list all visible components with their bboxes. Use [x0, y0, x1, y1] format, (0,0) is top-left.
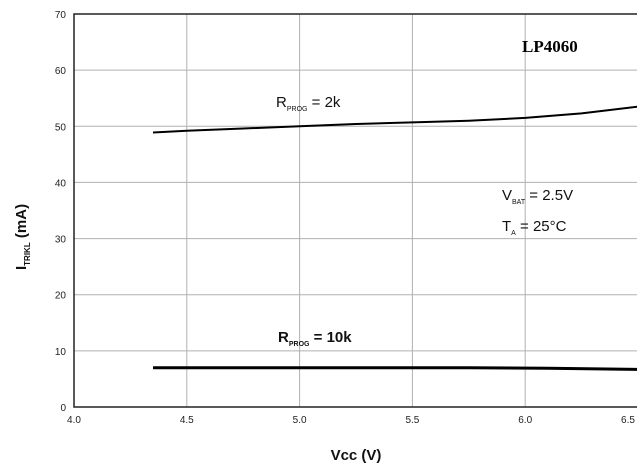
- condition-vbat: VBAT = 2.5V: [502, 187, 573, 206]
- y-tick-label: 40: [55, 178, 67, 189]
- series-label-10k: RPROG = 10k: [278, 329, 352, 348]
- x-tick-labels: 4.0 4.5 5.0 5.5 6.0 6.5: [67, 415, 635, 426]
- x-tick-label: 4.5: [180, 415, 194, 426]
- y-tick-label: 70: [55, 10, 67, 21]
- condition-ta-sub: A: [511, 230, 516, 237]
- condition-vbat-sub: BAT: [512, 199, 526, 206]
- series-layer: [152, 105, 637, 371]
- series-label-2k: RPROG = 2k: [276, 94, 341, 113]
- y-tick-label: 0: [60, 403, 66, 414]
- condition-ta-main: T: [502, 218, 511, 235]
- series-label-10k-main: R: [278, 329, 289, 346]
- y-axis-label-sub: TRIKL: [23, 242, 32, 266]
- condition-ta-rest: = 25°C: [516, 218, 567, 235]
- plot-frame: [73, 13, 637, 408]
- series-line-10k: [153, 366, 637, 371]
- series-label-2k-sub: PROG: [287, 106, 308, 113]
- x-tick-label: 6.0: [518, 415, 532, 426]
- y-tick-label: 60: [55, 66, 67, 77]
- series-line-2k: [152, 105, 637, 134]
- series-label-2k-main: R: [276, 94, 287, 111]
- y-axis-label-main: I: [13, 266, 30, 270]
- y-axis-label: ITRIKL (mA): [13, 204, 32, 270]
- series-label-10k-sub: PROG: [289, 341, 310, 348]
- condition-vbat-rest: = 2.5V: [525, 187, 573, 204]
- grid: [73, 13, 637, 408]
- y-tick-label: 30: [55, 235, 67, 246]
- condition-vbat-main: V: [502, 187, 512, 204]
- y-tick-label: 20: [55, 291, 67, 302]
- y-tick-labels: 0 10 20 30 40 50 60 70: [55, 10, 67, 414]
- series-label-10k-rest: = 10k: [309, 329, 352, 346]
- x-tick-label: 5.0: [293, 415, 307, 426]
- x-axis-label: Vcc (V): [331, 447, 382, 464]
- series-label-2k-rest: = 2k: [307, 94, 340, 111]
- y-tick-label: 10: [55, 347, 67, 358]
- x-tick-label: 6.5: [621, 415, 635, 426]
- chart-title: LP4060: [522, 37, 578, 56]
- x-tick-label: 4.0: [67, 415, 81, 426]
- x-tick-label: 5.5: [405, 415, 419, 426]
- condition-ta: TA = 25°C: [502, 218, 567, 237]
- y-tick-label: 50: [55, 122, 67, 133]
- y-axis-label-rest: (mA): [13, 204, 30, 242]
